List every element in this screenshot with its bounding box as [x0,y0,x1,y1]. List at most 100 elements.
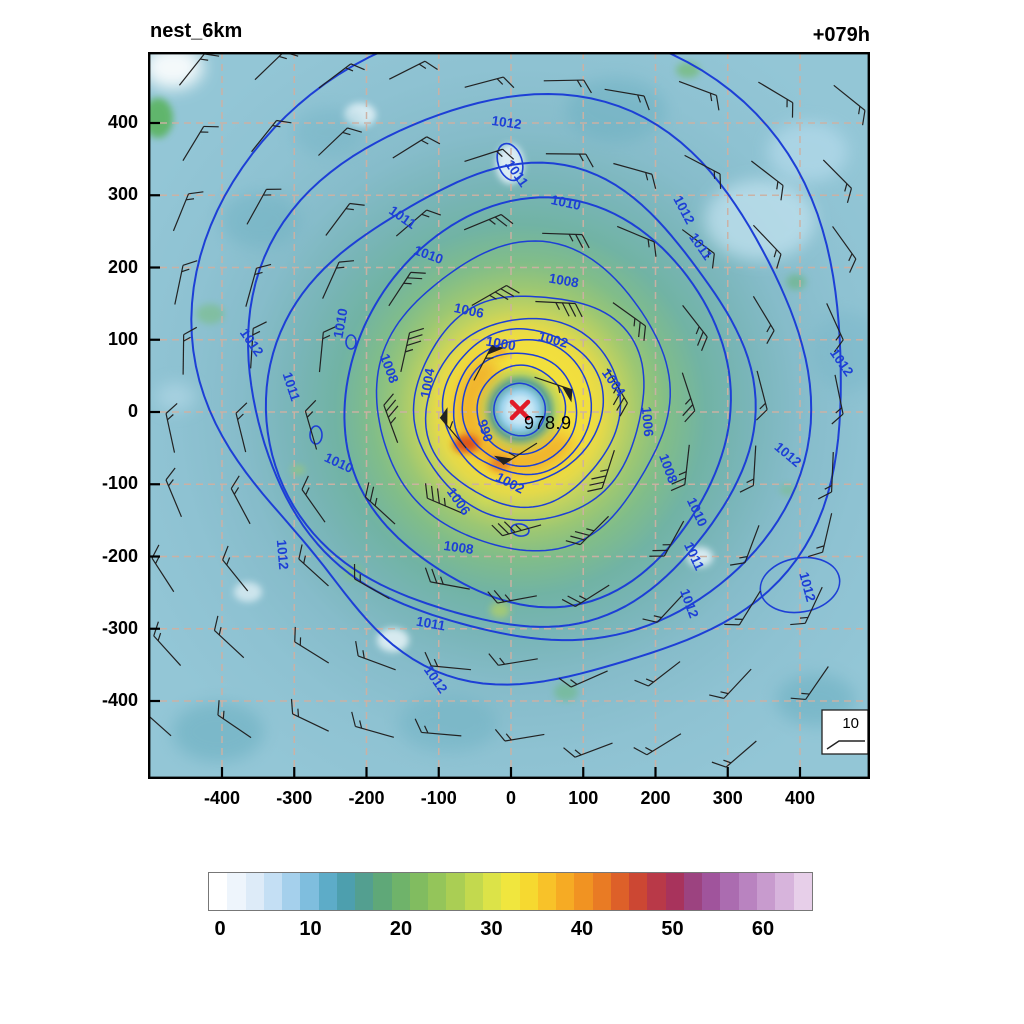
pressure-contour [375,240,671,552]
wind-barb [822,159,853,203]
pressure-contour [424,317,622,509]
wind-barb [355,641,396,671]
colorbar-cell [501,873,520,910]
wind-barb-legend: 10 [821,709,869,755]
wind-barb [392,136,441,159]
wind-barb [322,260,355,299]
wind-barb [491,521,542,537]
pressure-contour [190,20,842,686]
colorbar-cell [756,873,776,910]
wind-barb [724,590,761,626]
fill-texture-blob [156,383,196,411]
colorbar-tick-label: 20 [389,918,413,940]
colorbar-tick-label: 30 [480,918,503,940]
wind-barb [826,303,844,353]
wind-barb [563,742,613,758]
wind-barb [230,475,251,525]
y-tick-label: 400 [107,112,138,132]
fill-texture-blob [768,122,848,182]
pressure-contour [412,295,645,522]
fill-texture-blob [292,108,364,156]
colorbar-cell [409,873,429,910]
pressure-contour [441,328,605,485]
wind-barb [670,444,690,492]
colorbar-cell [428,873,447,910]
colorbar-cell [446,873,465,910]
colorbar-cell [610,873,630,910]
wind-barb [174,260,198,305]
wind-barb [325,202,365,236]
pressure-contour [452,339,593,476]
contour-label: 1010 [331,307,351,339]
colorbar-cell [355,873,374,910]
wind-barb [565,515,610,546]
colorbar-cell [227,873,246,910]
colorbar-cell [683,873,703,910]
wind-barb [318,63,365,89]
wind-barb [790,666,829,701]
wind-barb [424,567,470,590]
y-tick-label: 100 [107,328,138,349]
plot-title: nest_6km [150,20,243,42]
wind-barb [709,668,752,699]
wind-barb [808,513,833,558]
wind-barb [464,76,515,89]
x-tick-label: 100 [568,788,599,808]
wind-barb [318,325,338,373]
x-tick-label: -300 [276,788,313,808]
pennant-flag [440,407,448,426]
pressure-contour-closed [496,142,524,182]
colorbar-cell [300,873,319,910]
contour-label: 1008 [443,538,475,557]
fill-texture-blob [554,683,578,701]
wind-barb [833,84,866,126]
forecast-hour-label: +079h [812,24,870,46]
wind-barb [251,119,292,153]
colorbar-cell [665,873,684,910]
pennant-flag [487,345,505,355]
wind-barb [250,321,267,369]
wind-barb [642,592,685,623]
colorbar-cell [318,873,337,910]
fill-texture-blob [812,312,884,392]
wind-barb [494,442,538,466]
wind-barb [471,284,520,307]
map-plot-area: 1012 1011 1010 1012 1011 1011 1010 1008 1006 1010… [140,20,884,779]
y-tick-label: -400 [101,690,138,710]
wind-barb [681,372,696,423]
wind-barb [463,213,514,231]
wind-barb [217,700,252,739]
min-pressure-label: 978.9 [524,413,572,433]
wind-barb [304,399,318,450]
x-tick-label: 200 [640,788,671,808]
wind-barb [681,229,715,269]
x-tick-label: -400 [203,788,241,808]
wind-barb [389,60,438,80]
contour-label: 1011 [415,614,447,634]
wind-barb [172,191,204,232]
wind-barb [682,304,708,352]
contour-label: 990 [475,418,496,444]
fill-texture-blob [344,565,362,579]
pressure-contour [461,352,578,468]
colorbar [208,872,813,911]
wind-barb [604,88,650,111]
wind-barb [395,209,442,237]
x-tick-label: -100 [420,788,457,808]
wind-barb [235,402,248,453]
wind-barb [751,160,784,201]
y-tick-label: -100 [101,473,138,494]
wind-barb [684,154,722,189]
colorbar-cell [647,873,666,910]
wind-barb [290,698,329,732]
colorbar-cell [592,873,611,910]
y-tick-label: -200 [101,545,138,566]
wind-barb [790,586,823,626]
wind-barb [353,564,390,600]
storm-center-marker [509,399,531,421]
pennant-flag [562,386,573,403]
colorbar-cell [245,873,264,910]
pressure-contour-closed [759,556,841,614]
wind-barb [831,374,844,425]
wind-barb [832,226,857,273]
